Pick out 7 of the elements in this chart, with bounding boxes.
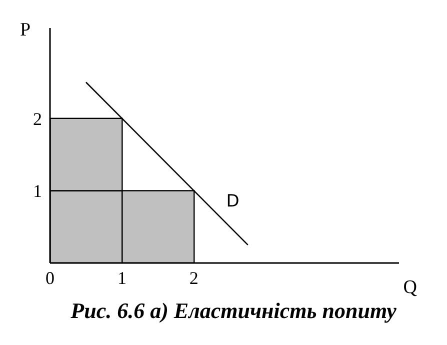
x-tick-label: 2: [189, 268, 198, 288]
annotation: D: [226, 192, 240, 212]
y-axis-title: P: [20, 19, 31, 40]
text: Рис. 6.6 а) Еластичність попиту: [70, 298, 398, 324]
x-axis-title: Q: [403, 277, 418, 298]
x-tick-label: 1: [117, 268, 126, 288]
x-tick-label: 0: [46, 268, 54, 288]
